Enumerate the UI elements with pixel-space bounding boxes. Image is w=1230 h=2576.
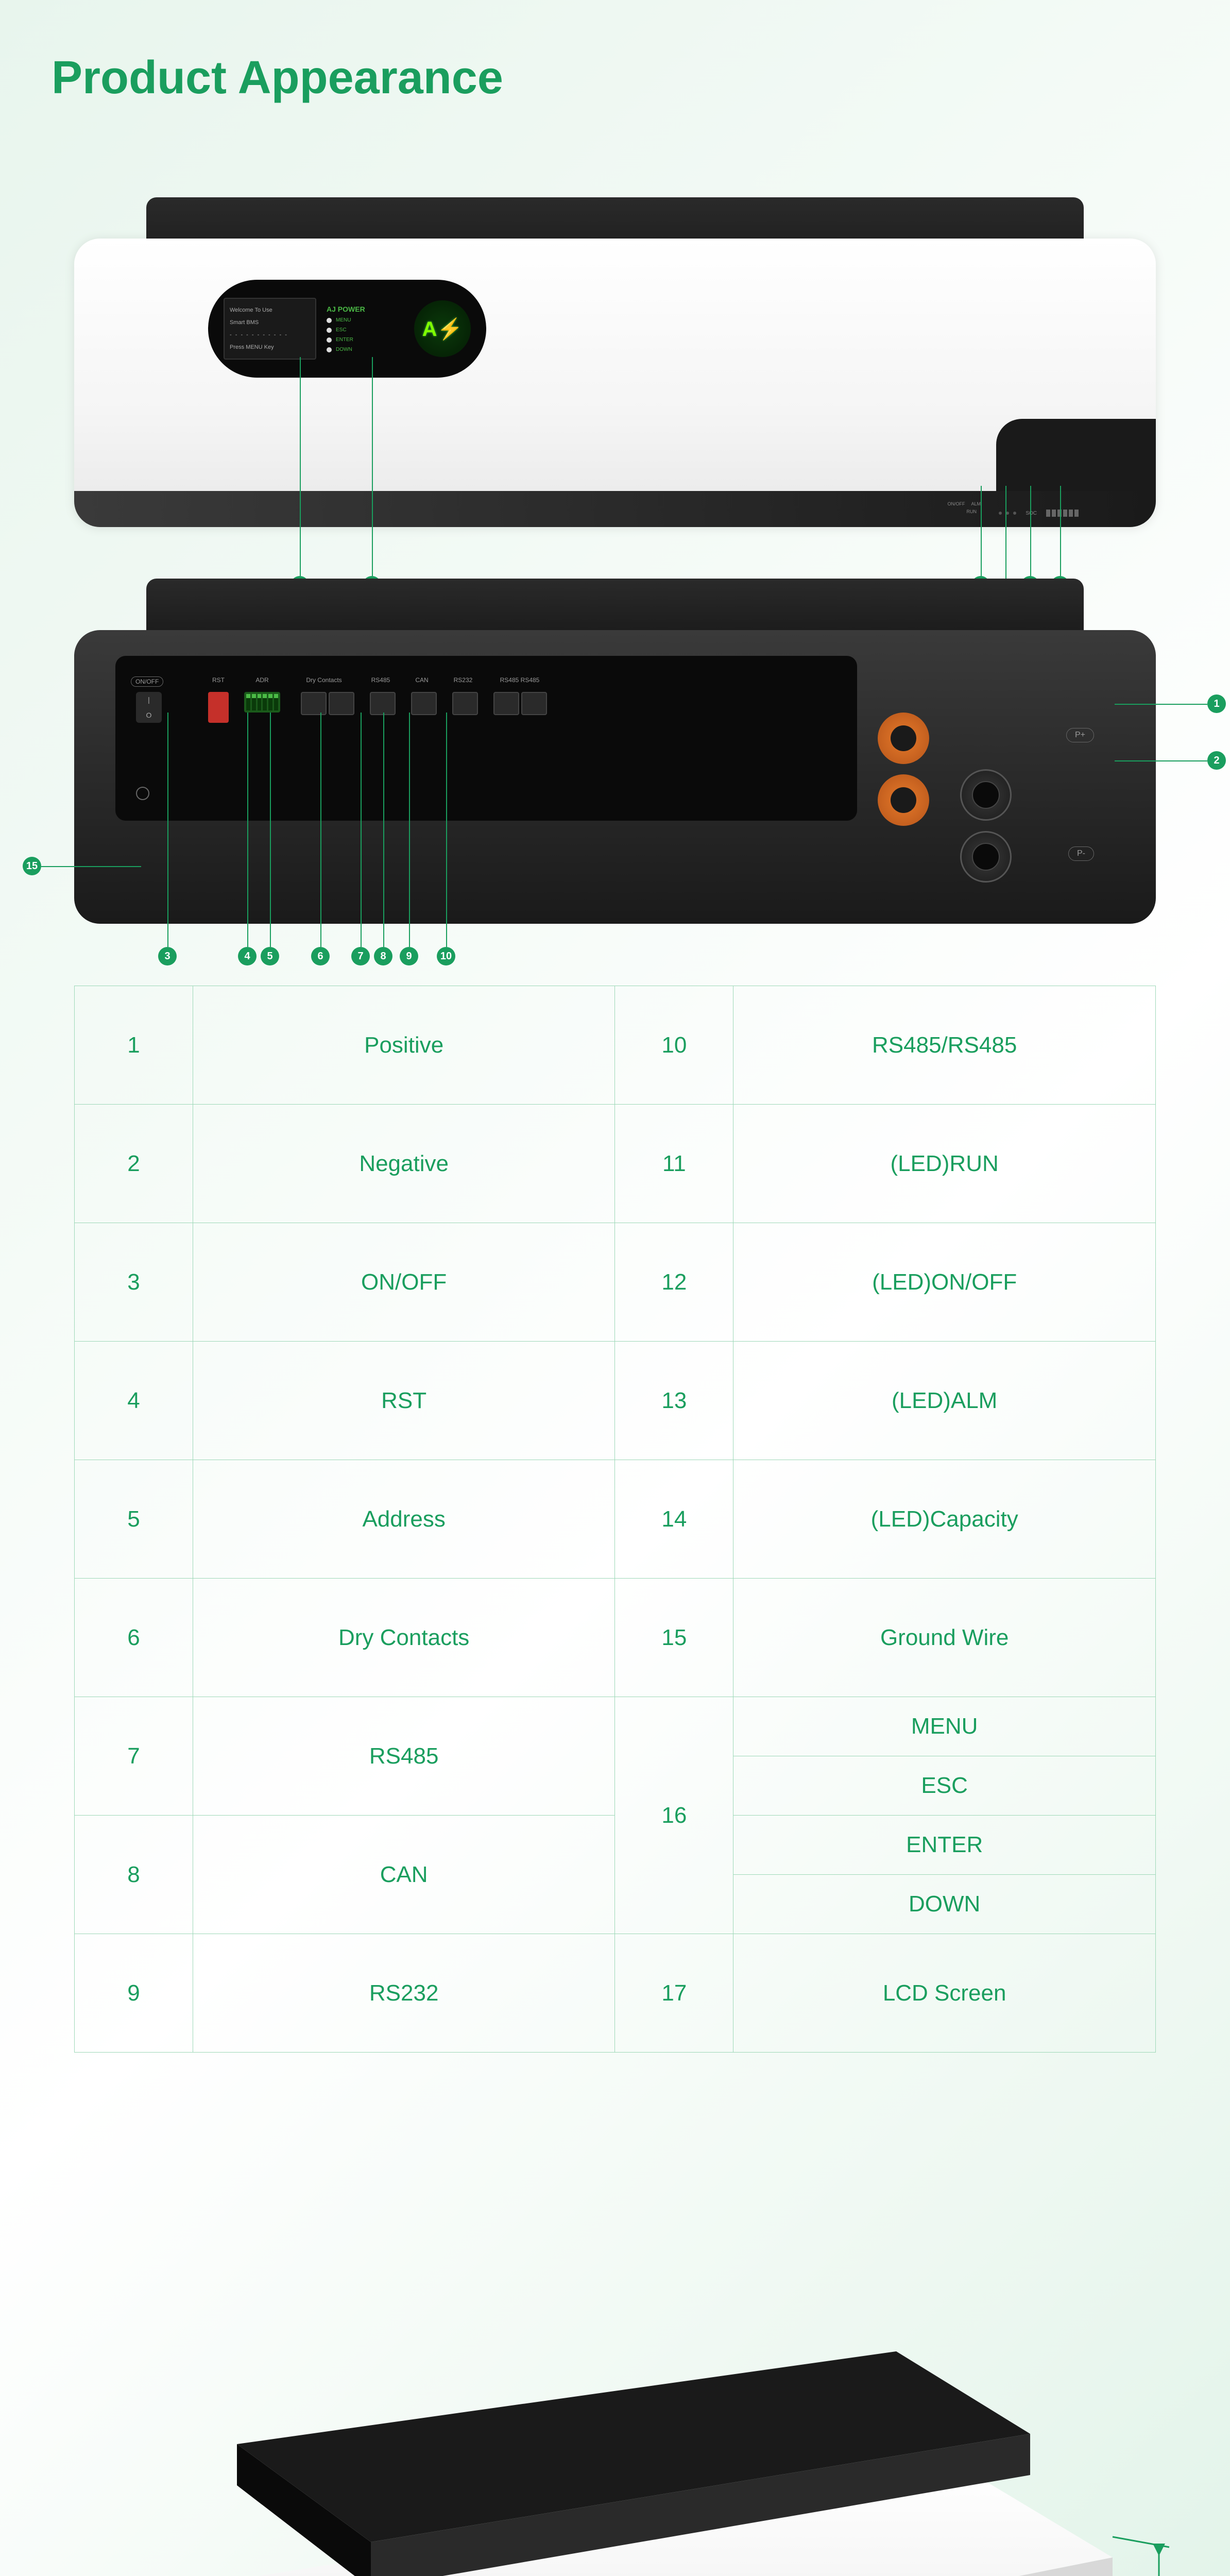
table-cell: (LED)RUN — [733, 1105, 1156, 1223]
table-cell: Dry Contacts — [193, 1579, 615, 1697]
callout-6: 6 — [311, 947, 330, 965]
table-cell: Address — [193, 1460, 615, 1579]
table-cell: 13 — [615, 1342, 733, 1460]
can-port[interactable] — [411, 692, 437, 715]
control-panel: Welcome To Use Smart BMS - - - - - - - -… — [208, 280, 486, 378]
table-cell: 3 — [75, 1223, 193, 1342]
isometric-view: A ON/OFF SOC RUN/ALM 635 mm 635 mm 400 m… — [52, 2259, 1185, 2576]
led-strip: SOC — [999, 510, 1079, 517]
callout-5: 5 — [261, 947, 279, 965]
table-cell: 11 — [615, 1105, 733, 1223]
callout-15: 15 — [23, 857, 41, 875]
table-cell: ON/OFF — [193, 1223, 615, 1342]
table-cell: (LED)Capacity — [733, 1460, 1156, 1579]
device-back: ON/OFF |O RST ADR Dry Contacts RS485 CAN… — [74, 579, 1156, 924]
callout-3: 3 — [158, 947, 177, 965]
back-view-diagram: ON/OFF |O RST ADR Dry Contacts RS485 CAN… — [74, 579, 1156, 924]
table-cell: Positive — [193, 986, 615, 1105]
callout-1: 1 — [1207, 694, 1226, 713]
callout-9: 9 — [400, 947, 418, 965]
callout-7: 7 — [351, 947, 370, 965]
rs485-port[interactable] — [370, 692, 396, 715]
table-cell: Ground Wire — [733, 1579, 1156, 1697]
page-title: Product Appearance — [52, 52, 1178, 105]
ground-screw — [136, 787, 149, 800]
neg-label: P- — [1068, 846, 1094, 861]
terminal-group: P+ P- — [878, 713, 1115, 867]
callout-10: 10 — [437, 947, 455, 965]
callout-2: 2 — [1207, 751, 1226, 770]
table-cell: RS485/RS485 — [733, 986, 1156, 1105]
table-cell: 5 — [75, 1460, 193, 1579]
io-panel: ON/OFF |O RST ADR Dry Contacts RS485 CAN… — [115, 656, 857, 821]
front-view-diagram: ON/OFF ALM RUN SOC Welcome To Use — [74, 197, 1156, 527]
onoff-switch[interactable]: |O — [136, 692, 162, 723]
table-cell: RST — [193, 1342, 615, 1460]
negative-terminal[interactable] — [960, 769, 1012, 821]
table-cell: Negative — [193, 1105, 615, 1223]
table-cell: 4 — [75, 1342, 193, 1460]
positive-terminal-2[interactable] — [878, 774, 929, 826]
table-cell: (LED)ALM — [733, 1342, 1156, 1460]
table-cell: 1 — [75, 986, 193, 1105]
device-front: ON/OFF ALM RUN SOC Welcome To Use — [74, 197, 1156, 527]
table-cell: 10 — [615, 986, 733, 1105]
callout-8: 8 — [374, 947, 392, 965]
logo-icon: A⚡ — [414, 300, 471, 357]
soc-bars — [1046, 510, 1079, 517]
positive-terminal[interactable] — [878, 713, 929, 764]
brand-label: AJ POWER — [327, 305, 365, 313]
table-cell: (LED)ON/OFF — [733, 1223, 1156, 1342]
lcd-screen: Welcome To Use Smart BMS - - - - - - - -… — [224, 298, 316, 360]
negative-terminal-2[interactable] — [960, 831, 1012, 883]
address-dip[interactable] — [244, 692, 280, 713]
table-cell: 12 — [615, 1223, 733, 1342]
callout-4: 4 — [238, 947, 257, 965]
pos-label: P+ — [1066, 728, 1094, 742]
table-cell: 2 — [75, 1105, 193, 1223]
table-cell: 6 — [75, 1579, 193, 1697]
rs485-dual-port[interactable] — [493, 692, 547, 715]
rs232-port[interactable] — [452, 692, 478, 715]
table-cell: 15 — [615, 1579, 733, 1697]
rst-button[interactable] — [208, 692, 229, 723]
dry-contacts-port[interactable] — [301, 692, 354, 715]
spec-table: 1 Positive 10 RS485/RS485 2 Negative 11 (… — [74, 986, 1156, 2053]
table-cell: 14 — [615, 1460, 733, 1579]
